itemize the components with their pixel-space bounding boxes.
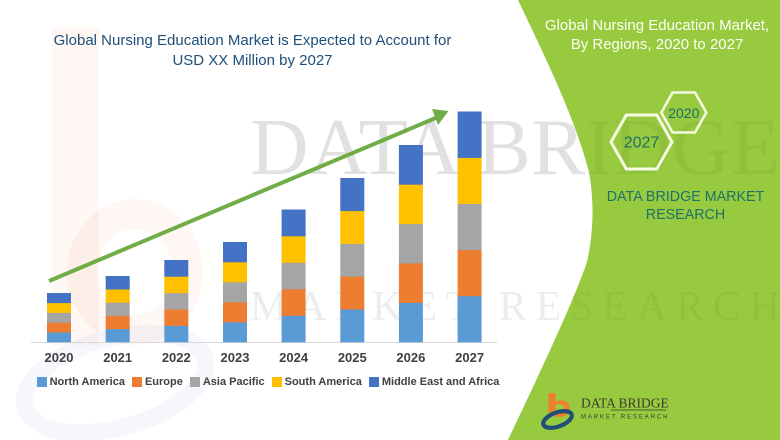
svg-text:2020: 2020 [668,105,699,121]
svg-text:MARKET RESEARCH: MARKET RESEARCH [250,284,780,330]
svg-text:MARKET RESEARCH: MARKET RESEARCH [581,415,669,421]
svg-text:2027: 2027 [624,135,660,152]
svg-text:DATA BRIDGE: DATA BRIDGE [581,396,669,411]
